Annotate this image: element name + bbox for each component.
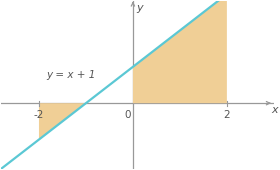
- Text: y: y: [137, 3, 143, 13]
- Text: 0: 0: [124, 110, 130, 120]
- Text: x: x: [272, 105, 278, 115]
- Text: y = x + 1: y = x + 1: [46, 70, 95, 80]
- Text: 2: 2: [223, 110, 230, 120]
- Text: -2: -2: [34, 110, 44, 120]
